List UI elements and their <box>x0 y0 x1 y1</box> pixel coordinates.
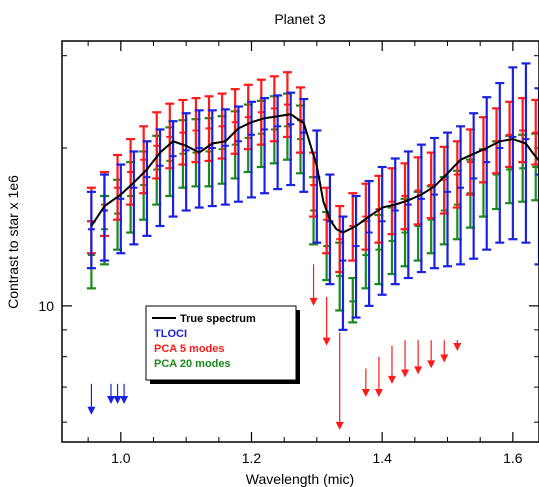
x-axis-label: Wavelength (mic) <box>246 471 354 487</box>
pca-5-modes-upper-limits-arrow-head <box>414 366 423 375</box>
tloci-upper-limits-arrow-head <box>113 395 122 404</box>
chart-title: Planet 3 <box>274 11 326 27</box>
x-tick-label: 1.4 <box>372 450 392 466</box>
plot-frame <box>61 40 539 443</box>
x-tick-label: 1.0 <box>111 450 131 466</box>
pca-5-modes-upper-limits-arrow-head <box>335 421 344 430</box>
pca-5-modes-upper-limits-arrow-head <box>453 343 462 352</box>
x-tick-label: 1.2 <box>242 450 262 466</box>
axis-ticks: 1.0 1.2 1.4 1.6 10 <box>38 41 539 466</box>
pca-5-modes-upper-limits-arrow-head <box>440 354 449 363</box>
legend: True spectrum TLOCI PCA 5 modes PCA 20 mode… <box>145 305 300 384</box>
series-layer <box>86 62 539 430</box>
pca-5-modes-upper-limits-arrow-head <box>361 389 370 398</box>
y-tick-label: 10 <box>38 298 54 314</box>
pca-5-modes-upper-limits-arrow-head <box>427 360 436 369</box>
pca-5-modes-upper-limits-arrow-head <box>374 389 383 398</box>
x-tick-label: 1.6 <box>503 450 523 466</box>
true-spectrum-line <box>90 113 539 234</box>
pca-5-modes-upper-limits-arrow-head <box>309 297 318 306</box>
legend-label-true-spectrum: True spectrum <box>180 313 256 325</box>
pca-5-modes-upper-limits-arrow-head <box>401 369 410 378</box>
tloci-upper-limits-arrow-head <box>120 395 129 404</box>
pca-5-modes-upper-limits-arrow-head <box>322 337 331 346</box>
pca-5-modes-upper-limits-arrow-head <box>387 375 396 384</box>
series-group <box>86 62 539 430</box>
legend-label-tloci: TLOCI <box>154 328 187 340</box>
tloci-upper-limits-arrow-head <box>87 406 96 415</box>
legend-label-pca-20-modes: PCA 20 modes <box>154 358 231 370</box>
y-axis-label: Contrast to star x 1e6 <box>5 175 21 309</box>
legend-label-pca-5-modes: PCA 5 modes <box>154 343 225 355</box>
tloci-upper-limits-arrow-head <box>107 395 116 404</box>
